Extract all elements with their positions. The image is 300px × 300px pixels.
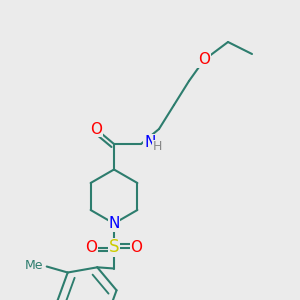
Text: O: O — [90, 122, 102, 136]
Text: H: H — [153, 140, 162, 154]
Text: Me: Me — [25, 259, 44, 272]
Text: O: O — [85, 240, 98, 255]
Text: N: N — [108, 216, 120, 231]
Text: S: S — [109, 238, 119, 256]
Text: O: O — [198, 52, 210, 68]
Text: N: N — [144, 135, 155, 150]
Text: O: O — [130, 240, 142, 255]
